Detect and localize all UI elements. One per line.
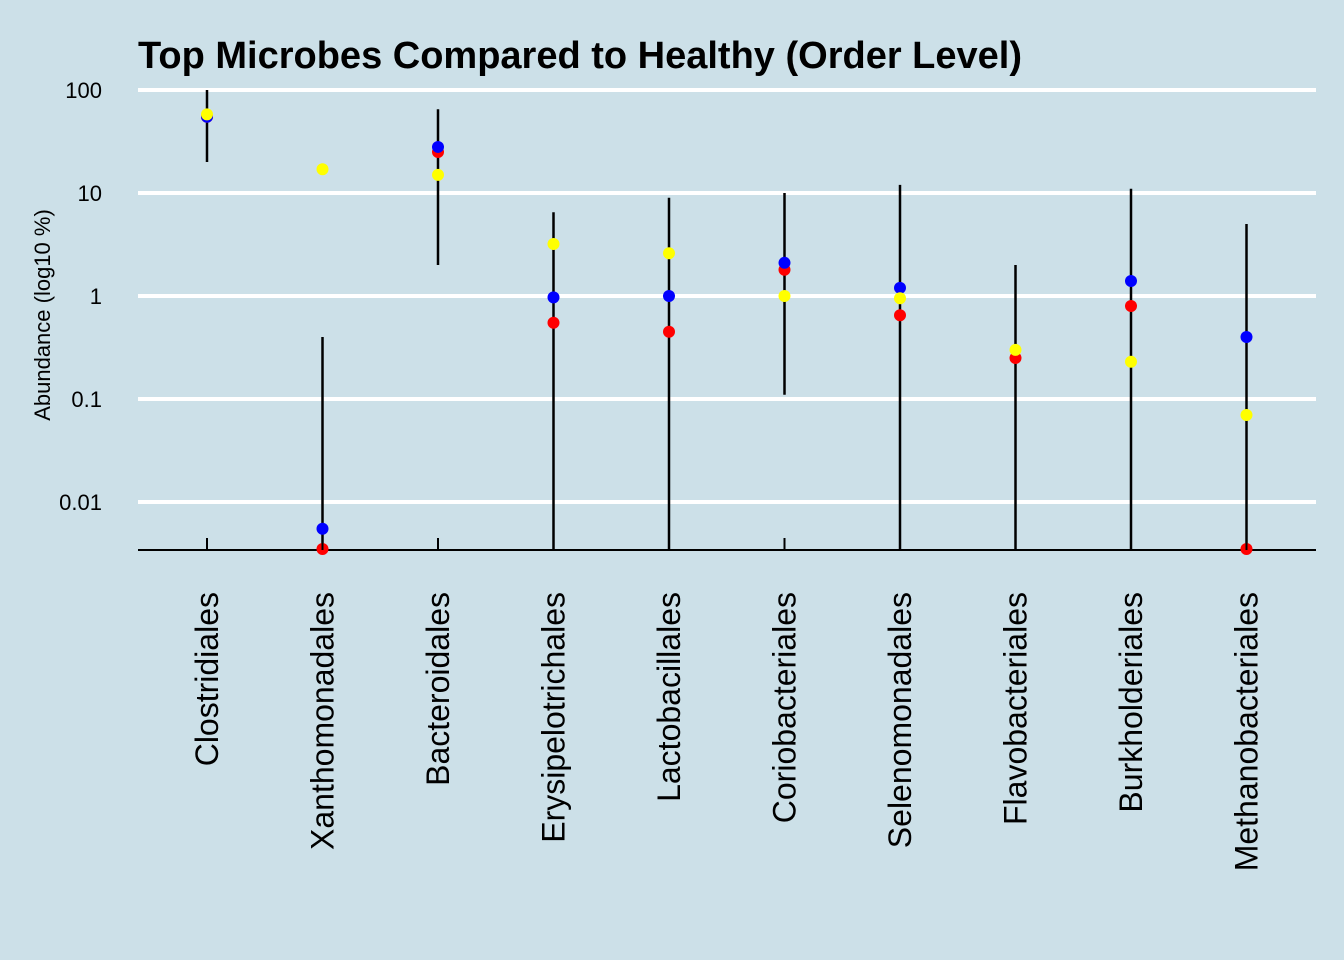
data-point [778, 290, 791, 302]
data-point [663, 290, 675, 302]
data-point [663, 247, 675, 260]
x-tick-label: Xanthomonadales [305, 592, 341, 850]
data-point [894, 309, 906, 322]
y-tick-label: 1 [90, 284, 102, 309]
y-tick-label: 0.01 [59, 490, 102, 515]
data-point [1009, 343, 1022, 356]
y-tick-label: 0.1 [71, 387, 102, 412]
data-point [432, 140, 444, 153]
data-point [547, 316, 560, 329]
x-tick-label: Erysipelotrichales [536, 592, 572, 843]
data-point [663, 325, 675, 338]
y-axis-label: Abundance (log10 %) [30, 209, 55, 421]
x-tick-label: Lactobacillales [651, 592, 687, 802]
x-tick-label: Flavobacteriales [998, 592, 1034, 825]
data-point [894, 292, 906, 305]
x-axis-ticks: Clostridiales Xanthomonadales Bacteroidale… [189, 538, 1265, 871]
data-point [1240, 330, 1253, 343]
data-point [894, 281, 906, 294]
data-point [547, 237, 560, 250]
x-tick-label: Clostridiales [189, 592, 225, 766]
x-tick-label: Burkholderiales [1113, 592, 1149, 813]
x-tick-label: Methanobacteriales [1229, 592, 1265, 871]
range-lines [205, 90, 1248, 549]
y-tick-label: 10 [78, 181, 102, 206]
data-point [316, 163, 329, 176]
data-point [1125, 299, 1137, 312]
y-axis-ticks: 100 10 1 0.1 0.01 [59, 78, 102, 515]
x-tick-label: Bacteroidales [420, 592, 456, 786]
chart-title: Top Microbes Compared to Healthy (Order … [138, 35, 1022, 77]
data-point [1125, 355, 1137, 368]
data-point [1125, 274, 1137, 287]
x-tick-label: Coriobacteriales [767, 592, 803, 823]
data-point [547, 291, 560, 304]
y-tick-label: 100 [65, 78, 102, 103]
data-point [778, 256, 791, 269]
data-point [1240, 408, 1253, 421]
x-tick-label: Selenomonadales [882, 592, 918, 848]
data-point [432, 168, 444, 181]
data-point [201, 108, 213, 121]
data-point [316, 522, 329, 535]
gridlines [138, 88, 1316, 504]
